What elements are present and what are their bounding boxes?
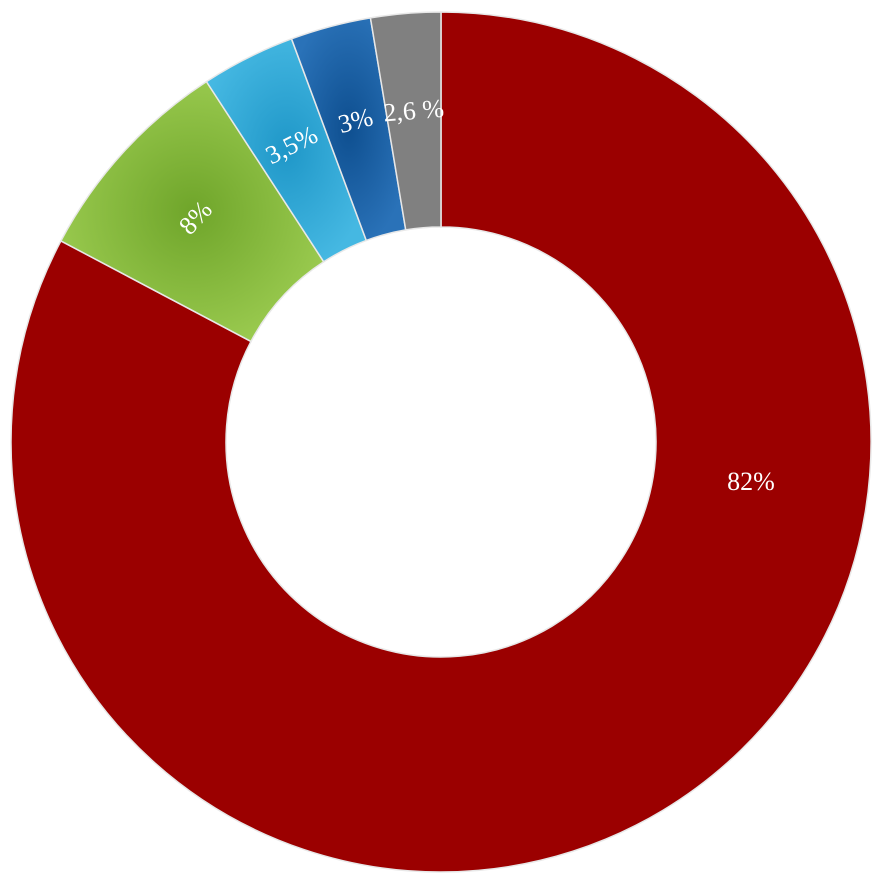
- slice-data-label: 82%: [727, 467, 775, 496]
- slice-data-label: 2,6 %: [382, 94, 445, 128]
- donut-slice: [369, 11, 442, 231]
- donut-slice: [10, 11, 872, 873]
- donut-slices: [10, 11, 872, 873]
